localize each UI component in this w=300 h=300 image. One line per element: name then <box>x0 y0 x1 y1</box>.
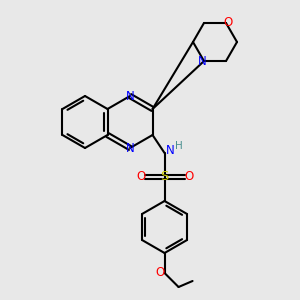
Text: O: O <box>224 16 232 29</box>
Text: O: O <box>184 170 193 184</box>
Text: N: N <box>126 142 134 154</box>
Text: N: N <box>166 145 175 158</box>
Text: S: S <box>160 170 169 184</box>
Text: O: O <box>136 170 145 184</box>
Text: O: O <box>155 266 164 280</box>
Text: N: N <box>198 55 206 68</box>
Text: H: H <box>175 141 182 151</box>
Text: N: N <box>126 89 134 103</box>
